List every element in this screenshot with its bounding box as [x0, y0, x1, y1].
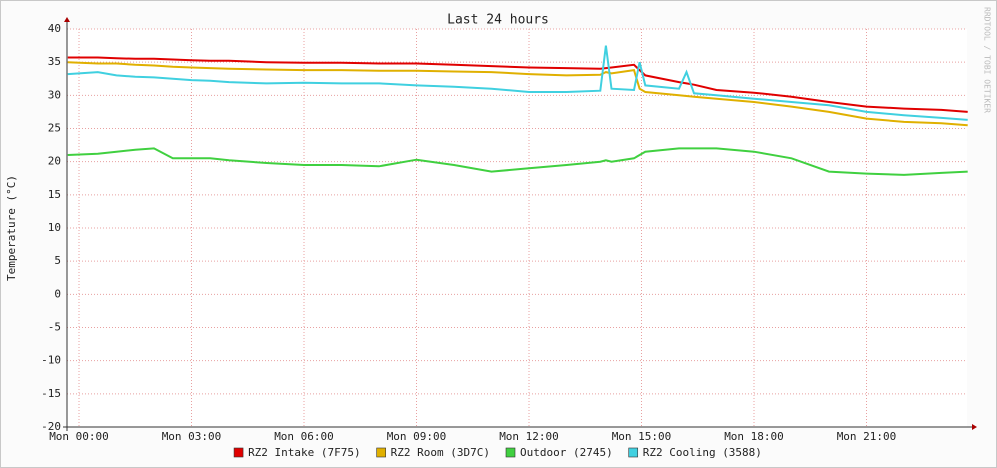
y-tick-label: -20 — [41, 420, 61, 433]
y-tick-label: 10 — [48, 221, 61, 234]
y-tick-label: -10 — [41, 354, 61, 367]
y-tick-label: 0 — [54, 287, 61, 300]
x-tick-label: Mon 06:00 — [274, 430, 334, 443]
legend-label: RZ2 Intake (7F75) — [248, 446, 361, 459]
y-tick-label: 30 — [48, 88, 61, 101]
x-tick-label: Mon 12:00 — [499, 430, 559, 443]
legend-swatch — [376, 447, 386, 458]
legend-label: RZ2 Room (3D7C) — [391, 446, 490, 459]
y-tick-label: 5 — [54, 254, 61, 267]
x-tick-label: Mon 09:00 — [387, 430, 447, 443]
y-tick-label: 20 — [48, 155, 61, 168]
x-arrow — [972, 424, 977, 430]
legend: RZ2 Intake (7F75) RZ2 Room (3D7C) Outdoor … — [233, 446, 762, 459]
x-tick-label: Mon 00:00 — [49, 430, 109, 443]
y-arrow — [64, 17, 70, 22]
y-axis-title: Temperature (°C) — [5, 175, 18, 281]
x-tick-label: Mon 21:00 — [837, 430, 897, 443]
series-line — [67, 147, 968, 176]
y-tick-label: 40 — [48, 22, 61, 35]
watermark: RRDTOOL / TOBI OETIKER — [983, 7, 992, 113]
x-tick-label: Mon 03:00 — [162, 430, 222, 443]
series-line — [67, 56, 968, 113]
legend-swatch — [628, 447, 639, 458]
y-tick-label: 25 — [48, 122, 61, 135]
y-tick-label: -5 — [48, 321, 61, 334]
legend-label: RZ2 Cooling (3588) — [643, 446, 762, 459]
y-tick-label: 15 — [48, 188, 61, 201]
series-line — [67, 61, 968, 127]
y-tick-label: -15 — [41, 387, 61, 400]
legend-swatch — [505, 447, 516, 458]
legend-swatch — [233, 447, 244, 458]
series-line — [67, 45, 968, 121]
legend-label: Outdoor (2745) — [520, 446, 613, 459]
chart-title: Last 24 hours — [447, 13, 549, 28]
x-tick-label: Mon 15:00 — [612, 430, 672, 443]
x-tick-label: Mon 18:00 — [724, 430, 784, 443]
y-tick-label: 35 — [48, 55, 61, 68]
